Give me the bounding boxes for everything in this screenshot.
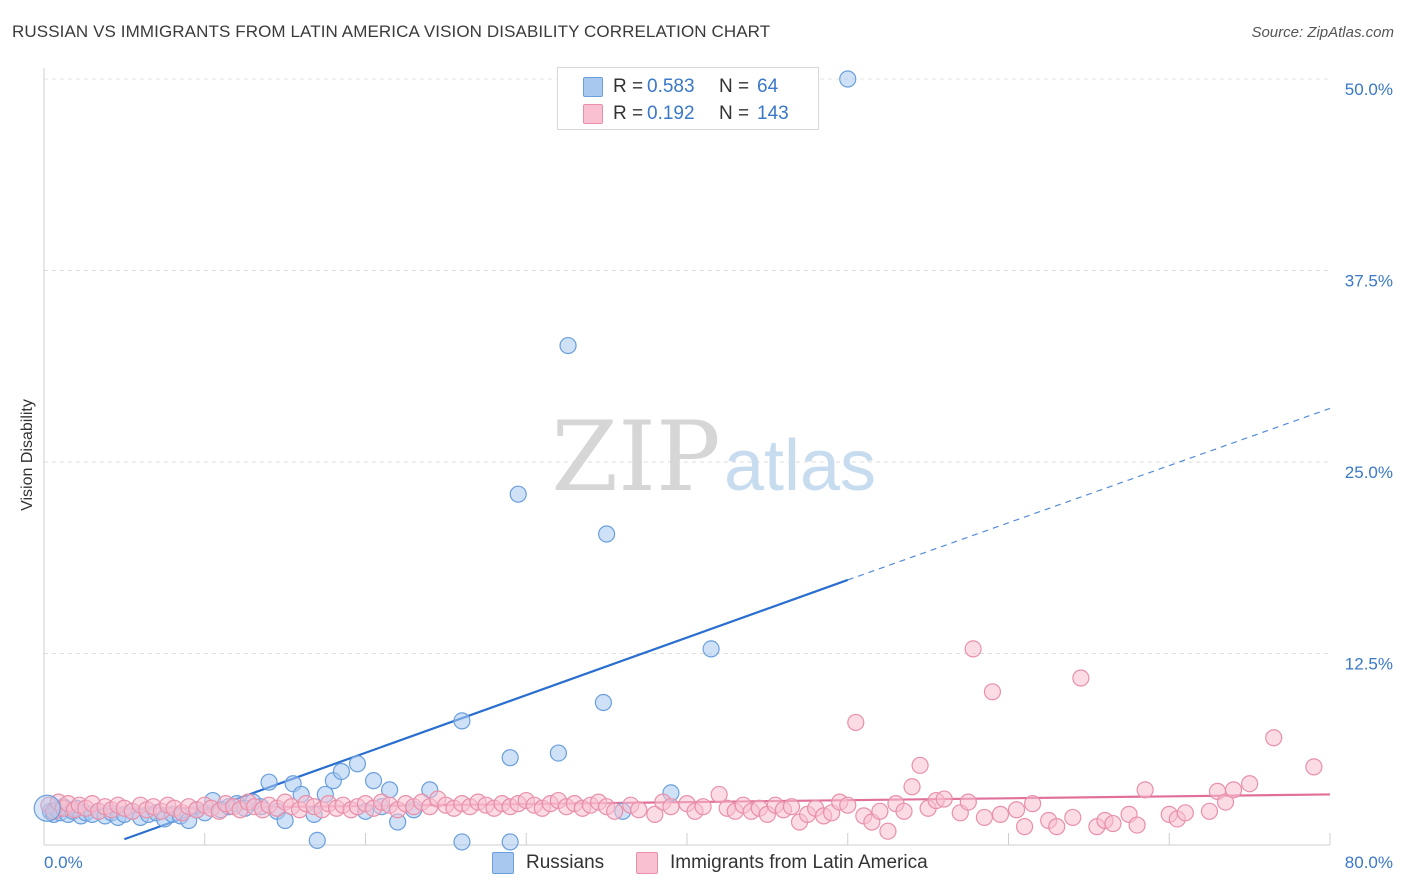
chart-title: RUSSIAN VS IMMIGRANTS FROM LATIN AMERICA…: [12, 22, 771, 41]
latin-america-point: [964, 640, 982, 658]
n-label: N =: [719, 76, 750, 97]
russians-point: [332, 762, 350, 781]
latin-america-point: [710, 785, 728, 804]
russians-point: [453, 712, 471, 730]
latin-america-point: [782, 798, 801, 816]
stats-row-russians: R = 0.583 N = 64: [583, 75, 778, 99]
russians-point: [501, 749, 519, 767]
source-label: Source: ZipAtlas.com: [1251, 24, 1394, 41]
latin-america-point: [935, 790, 953, 808]
latin-america-point: [694, 798, 712, 816]
russians-swatch: [492, 852, 514, 874]
n-label: N =: [719, 103, 750, 124]
grid-lines: [44, 78, 1330, 654]
latin-america-point: [1216, 793, 1235, 811]
latin-america-point: [847, 713, 865, 732]
russians-point: [549, 744, 568, 762]
latin-america-point: [871, 802, 889, 820]
r-value: 0.192: [647, 103, 695, 124]
latin-america-point: [630, 801, 648, 819]
latin-america-point: [1064, 808, 1082, 827]
latin-america-point: [1200, 802, 1219, 820]
russians-point: [702, 640, 720, 658]
legend-label: Immigrants from Latin America: [670, 852, 928, 873]
tick-labels: 12.5% 25.0% 37.5% 50.0% 0.0% 80.0%: [44, 80, 1393, 872]
russians-point: [348, 755, 367, 773]
russians-point: [598, 525, 616, 543]
latin-america-point: [959, 793, 977, 811]
latin-america-point: [911, 756, 929, 774]
x-tick-label: 80.0%: [1345, 853, 1393, 872]
latin-america-point: [839, 796, 857, 814]
axes: [43, 68, 1331, 846]
latin-america-point: [1128, 816, 1146, 834]
y-tick-label: 12.5%: [1345, 655, 1393, 674]
y-tick-label: 37.5%: [1345, 272, 1393, 291]
latin-america-point: [1265, 729, 1283, 747]
russians-trend-extension: [847, 407, 1331, 581]
latin-america-point: [1305, 758, 1323, 776]
stats-row-latin-america: R = 0.192 N = 143: [583, 102, 789, 126]
latin-america-point: [991, 805, 1010, 823]
n-value: 143: [757, 103, 789, 124]
legend-item-russians[interactable]: Russians: [492, 852, 604, 874]
latin-america-point: [1104, 814, 1122, 833]
x-tick-label: 0.0%: [44, 853, 83, 872]
latin-america-point: [1015, 818, 1034, 836]
russians-point: [559, 336, 577, 355]
russians-point: [260, 773, 278, 791]
stats-legend: R = 0.583 N = 64 R = 0.192 N = 143: [557, 67, 819, 130]
latin-america-point: [646, 805, 664, 823]
latin-america-swatch: [636, 852, 658, 874]
n-value: 64: [757, 76, 779, 97]
russians-point: [453, 833, 471, 851]
latin-america-point: [1048, 818, 1066, 836]
russians-point: [33, 794, 61, 822]
russians-point: [594, 693, 613, 712]
legend-item-latin-america[interactable]: Immigrants from Latin America: [636, 852, 928, 874]
russians-point: [509, 485, 527, 503]
latin-america-point: [1024, 795, 1042, 813]
russians-point: [276, 811, 294, 830]
r-label: R =: [613, 103, 644, 124]
r-label: R =: [613, 76, 644, 97]
data-points: [33, 70, 1323, 851]
latin-america-point: [1224, 781, 1243, 799]
latin-america-swatch: [583, 104, 603, 124]
watermark-atlas: atlas: [724, 426, 876, 506]
latin-america-point: [975, 808, 993, 827]
russians-point: [308, 831, 326, 850]
latin-america-point: [606, 802, 624, 820]
series-legend: Russians Immigrants from Latin America: [0, 852, 1406, 878]
latin-america-point: [1136, 781, 1154, 799]
latin-america-point: [895, 802, 913, 820]
russians-point: [364, 772, 383, 790]
latin-america-point: [662, 798, 680, 816]
latin-america-point: [1007, 801, 1026, 819]
legend-label: Russians: [526, 852, 605, 873]
y-tick-label: 50.0%: [1345, 80, 1393, 99]
russians-swatch: [583, 77, 603, 97]
r-value: 0.583: [647, 76, 695, 97]
latin-america-point: [1241, 775, 1259, 793]
latin-america-point: [1072, 669, 1090, 687]
latin-america-point: [879, 822, 897, 840]
watermark-zip: ZIP: [551, 401, 720, 513]
russians-point: [839, 70, 857, 88]
latin-america-point: [1176, 804, 1194, 822]
y-tick-label: 25.0%: [1345, 463, 1393, 482]
latin-america-point: [903, 778, 921, 796]
watermark: ZIP atlas: [551, 401, 876, 513]
latin-america-point: [983, 683, 1002, 701]
russians-point: [501, 833, 519, 851]
